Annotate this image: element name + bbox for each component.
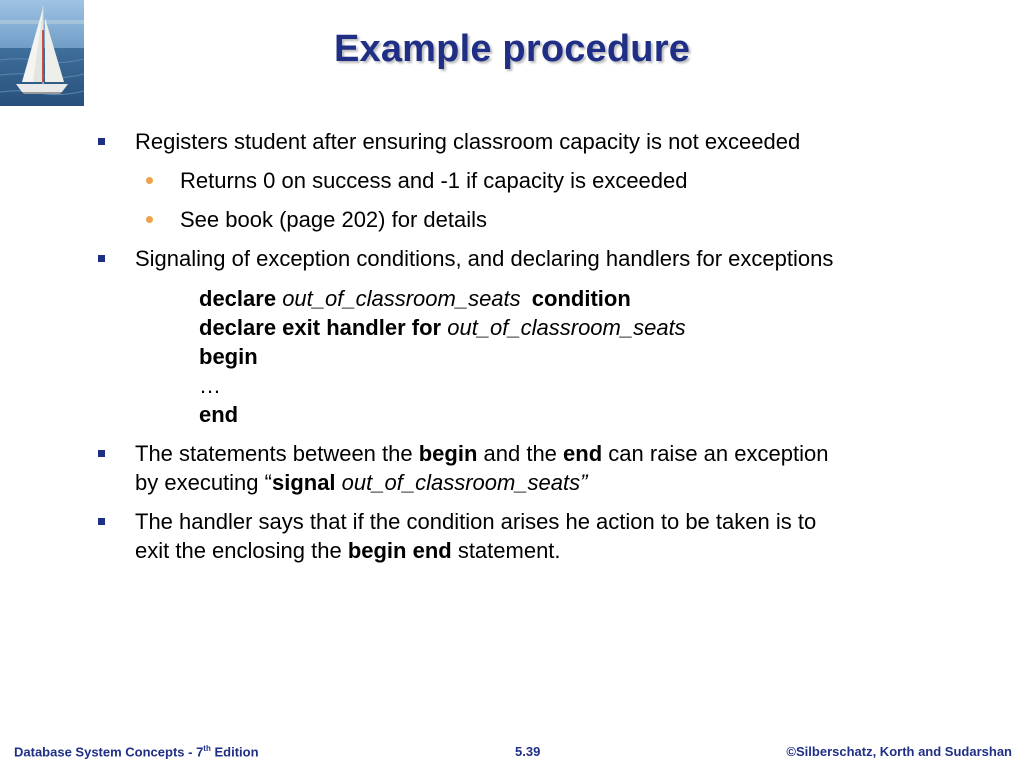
- square-bullet-icon: [98, 255, 105, 262]
- bullet-text: The handler says that if the condition a…: [135, 509, 817, 534]
- code-ellipsis: …: [199, 373, 221, 398]
- square-bullet-icon: [98, 518, 105, 525]
- footer-copyright: ©Silberschatz, Korth and Sudarshan: [786, 744, 1012, 759]
- square-bullet-icon: [98, 138, 105, 145]
- round-bullet-icon: [146, 216, 153, 223]
- code-identifier: out_of_classroom_seats: [447, 315, 686, 340]
- code-line: declare exit handler for out_of_classroo…: [199, 313, 686, 342]
- slide-footer: Database System Concepts - 7th Edition 5…: [0, 744, 1024, 764]
- code-identifier: out_of_classroom_seats: [282, 286, 521, 311]
- bullet-text: The statements between the begin and the…: [135, 441, 829, 466]
- sub-bullet-text: Returns 0 on success and -1 if capacity …: [180, 168, 688, 193]
- slide-title: Example procedure: [333, 28, 691, 70]
- code-keyword: condition: [531, 286, 631, 311]
- code-keyword: end: [199, 402, 239, 427]
- code-keyword: declare exit handler for: [199, 315, 442, 340]
- footer-book-title: Database System Concepts - 7th Edition: [14, 744, 259, 760]
- code-line: …: [199, 371, 221, 400]
- code-line: end: [199, 400, 238, 429]
- code-line: declare out_of_classroom_seats condition: [199, 284, 631, 313]
- round-bullet-icon: [146, 177, 153, 184]
- square-bullet-icon: [98, 450, 105, 457]
- code-keyword: declare: [199, 286, 277, 311]
- bullet-text: exit the enclosing the begin end stateme…: [135, 538, 561, 563]
- bullet-text: Signaling of exception conditions, and d…: [135, 246, 834, 271]
- bullet-text: by executing “signal out_of_classroom_se…: [135, 470, 588, 495]
- code-keyword: begin: [199, 344, 258, 369]
- sub-bullet-text: See book (page 202) for details: [180, 207, 487, 232]
- bullet-text: Registers student after ensuring classro…: [135, 129, 801, 154]
- footer-slide-number: 5.39: [515, 744, 541, 759]
- sailboat-logo: [0, 0, 84, 106]
- code-line: begin: [199, 342, 258, 371]
